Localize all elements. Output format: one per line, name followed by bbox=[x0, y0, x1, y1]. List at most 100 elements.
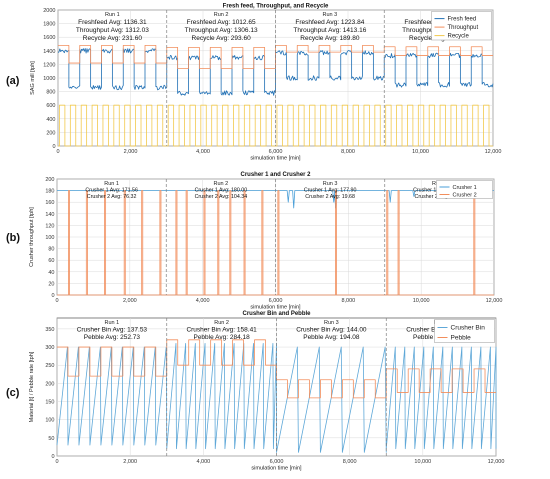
y-tick-label: 2000 bbox=[43, 8, 55, 14]
y-tick-label: 120 bbox=[45, 223, 54, 229]
x-tick-label: 6,000 bbox=[269, 149, 283, 155]
y-tick-label: 1200 bbox=[43, 62, 55, 68]
y-tick-label: 200 bbox=[45, 381, 54, 387]
y-tick-label: 1000 bbox=[43, 76, 55, 82]
run-stat-value: Crusher 1 Avg: 180.00 bbox=[195, 188, 248, 194]
run-stat-value: Throughput Avg: 1413.16 bbox=[293, 27, 366, 34]
chart-panel-2: (b) 0 2,000 4,000 6,000 8,000 10,000 12,000 0 20 4… bbox=[6, 172, 502, 311]
legend-entry: Crusher 2 bbox=[453, 193, 477, 199]
y-tick-label: 100 bbox=[45, 235, 54, 241]
run-label: Run 2 bbox=[214, 12, 229, 18]
run-stat-value: Crusher 2 Avg: 76.32 bbox=[87, 194, 137, 200]
run-stat-value: Crusher 2 Avg: 19.68 bbox=[305, 194, 355, 200]
run-label: Run 1 bbox=[104, 181, 119, 187]
run-stat-value: Throughput Avg: 1306.13 bbox=[185, 27, 258, 34]
y-tick-label: 400 bbox=[46, 117, 55, 123]
y-tick-label: 160 bbox=[45, 200, 54, 206]
chart-title: Crusher Bin and Pebble bbox=[242, 311, 311, 317]
y-tick-label: 250 bbox=[45, 363, 54, 369]
legend-entry: Fresh feed bbox=[448, 17, 477, 23]
run-label: Run 1 bbox=[105, 12, 120, 18]
run-label: Run 1 bbox=[105, 320, 120, 326]
y-axis-label: SAG mill [tph] bbox=[30, 61, 36, 95]
y-tick-label: 350 bbox=[45, 327, 54, 333]
x-axis-label: simulation time [min] bbox=[251, 466, 302, 472]
run-stat-value: Throughput Avg: 1312.03 bbox=[76, 27, 149, 34]
legend-entry: Crusher 1 bbox=[453, 185, 477, 191]
y-tick-label: 60 bbox=[48, 258, 54, 264]
legend: Fresh feed Throughput Recycle bbox=[431, 11, 492, 41]
legend-entry: Crusher Bin bbox=[451, 325, 486, 332]
run-stat-value: Crusher Bin Avg: 158.41 bbox=[186, 327, 257, 334]
y-tick-label: 180 bbox=[45, 189, 54, 195]
chart-title: Fresh feed, Throughput, and Recycle bbox=[223, 4, 329, 10]
chart-panel-1: (a) 0 2,000 4,000 6,000 8,000 10,000 12,000 0 200… bbox=[6, 4, 501, 162]
series-line-pebble bbox=[57, 339, 496, 399]
series-line-crusher-bin bbox=[56, 343, 497, 453]
x-tick-label: 2,000 bbox=[123, 459, 137, 465]
chart-panel-3: (c) 0 2,000 4,000 6,000 8,000 10,000 12,000 0 50 1… bbox=[6, 311, 504, 472]
x-tick-label: 4,000 bbox=[196, 298, 210, 304]
x-tick-label: 4,000 bbox=[196, 149, 210, 155]
x-tick-label: 8,000 bbox=[341, 298, 355, 304]
x-tick-label: 6,000 bbox=[269, 298, 283, 304]
run-stat-value: Crusher 2 Avg: 104.34 bbox=[195, 194, 248, 200]
y-tick-label: 0 bbox=[51, 293, 54, 299]
y-tick-label: 100 bbox=[45, 418, 54, 424]
x-tick-label: 10,000 bbox=[412, 149, 429, 155]
x-tick-label: 6,000 bbox=[270, 459, 284, 465]
x-axis-label: simulation time [min] bbox=[250, 305, 301, 311]
x-tick-label: 12,000 bbox=[485, 149, 502, 155]
y-tick-label: 0 bbox=[52, 144, 55, 150]
panel-letter: (c) bbox=[6, 387, 20, 399]
run-stat-value: Freshfeed Avg: 1223.84 bbox=[295, 19, 364, 26]
run-stat-value: Crusher Bin Avg: 137.53 bbox=[77, 327, 148, 334]
y-tick-label: 150 bbox=[45, 400, 54, 406]
legend-entry: Throughput bbox=[448, 25, 479, 31]
y-tick-label: 0 bbox=[51, 454, 54, 460]
y-axis-label: Crusher throughput [tph] bbox=[29, 207, 35, 267]
y-axis-label: Material [t] / Pebble rate [tph] bbox=[29, 351, 35, 422]
y-tick-label: 300 bbox=[45, 345, 54, 351]
x-tick-label: 12,000 bbox=[488, 459, 505, 465]
run-stat-value: Crusher 1 Avg: 171.56 bbox=[85, 188, 138, 194]
x-tick-label: 0 bbox=[56, 149, 59, 155]
y-tick-label: 1400 bbox=[43, 49, 55, 55]
run-label: Run 2 bbox=[214, 181, 229, 187]
run-stat-value: Freshfeed Avg: 1012.65 bbox=[187, 19, 256, 26]
y-tick-label: 1800 bbox=[43, 22, 55, 28]
x-tick-label: 8,000 bbox=[343, 459, 357, 465]
legend-entry: Pebble bbox=[451, 335, 472, 342]
run-stat-value: Pebble Avg: 194.08 bbox=[303, 334, 360, 341]
run-stat-value: Recycle Avg: 293.60 bbox=[192, 35, 252, 42]
run-stat-value: Freshfeed Avg: 1136.31 bbox=[78, 19, 147, 26]
x-tick-label: 2,000 bbox=[124, 149, 138, 155]
y-tick-label: 200 bbox=[46, 130, 55, 136]
run-stat-value: Recycle Avg: 231.60 bbox=[83, 35, 143, 42]
x-tick-label: 10,000 bbox=[413, 298, 430, 304]
run-label: Run 3 bbox=[323, 181, 338, 187]
run-stat-value: Crusher Bin Avg: 144.00 bbox=[296, 327, 367, 334]
y-tick-label: 20 bbox=[48, 281, 54, 287]
legend-box bbox=[434, 319, 495, 343]
x-tick-label: 0 bbox=[55, 459, 58, 465]
x-tick-label: 4,000 bbox=[196, 459, 210, 465]
y-tick-label: 600 bbox=[46, 103, 55, 109]
legend: Crusher Bin Pebble bbox=[434, 319, 495, 343]
panel-letter: (a) bbox=[6, 75, 20, 87]
y-tick-label: 40 bbox=[48, 270, 54, 276]
run-label: Run 3 bbox=[323, 12, 338, 18]
x-tick-label: 10,000 bbox=[414, 459, 431, 465]
y-tick-label: 50 bbox=[48, 436, 54, 442]
x-tick-label: 2,000 bbox=[123, 298, 137, 304]
y-tick-label: 80 bbox=[48, 247, 54, 253]
y-tick-label: 1600 bbox=[43, 35, 55, 41]
run-stat-value: Pebble Avg: 284.18 bbox=[193, 334, 250, 341]
y-tick-label: 200 bbox=[45, 177, 54, 183]
run-stat-value: Pebble Avg: 252.73 bbox=[84, 334, 141, 341]
chart-title: Crusher 1 and Crusher 2 bbox=[240, 172, 311, 178]
legend-box bbox=[436, 180, 493, 199]
panel-letter: (b) bbox=[6, 232, 20, 244]
y-tick-label: 140 bbox=[45, 212, 54, 218]
